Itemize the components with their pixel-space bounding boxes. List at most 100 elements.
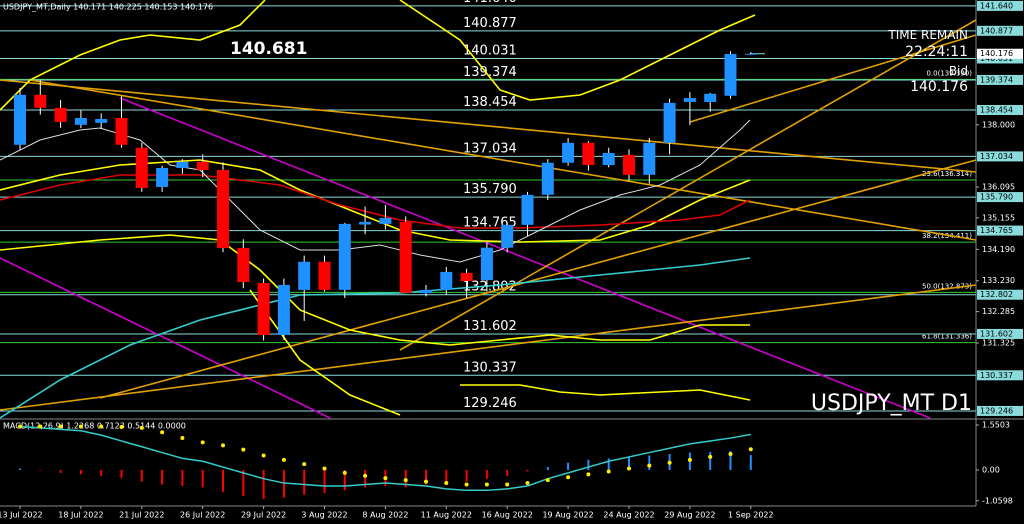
- level-label: 130.337: [463, 360, 517, 375]
- signal-dot: [302, 462, 307, 467]
- macd-y-tick-label: 0.00: [982, 465, 1000, 474]
- candle-body: [582, 142, 595, 166]
- axis-level-label: 137.034: [980, 152, 1013, 161]
- axis-level-box: [977, 0, 1023, 11]
- axis-level-box: [977, 74, 1023, 85]
- level-label: 135.790: [463, 182, 517, 197]
- y-tick-label: 136.095: [982, 183, 1015, 192]
- signal-dot: [99, 424, 104, 429]
- indicators: [0, 0, 977, 419]
- signal-dot: [525, 481, 530, 486]
- price-label: 140.176: [980, 49, 1013, 58]
- signal-dot: [180, 436, 185, 441]
- x-tick-label: 11 Aug 2022: [421, 511, 472, 520]
- signal-dot: [728, 452, 733, 457]
- candle-body: [359, 221, 372, 225]
- bid-price: 140.176: [910, 79, 968, 95]
- signal-dot: [119, 425, 124, 430]
- trendline: [689, 34, 977, 123]
- axis-level-box: [977, 289, 1023, 300]
- signal-dot: [708, 454, 713, 459]
- y-tick-label: 135.155: [982, 213, 1015, 222]
- signal-dot: [261, 453, 266, 458]
- signal-dot: [281, 457, 286, 462]
- axis-level-label: 141.640: [980, 1, 1013, 10]
- axis-level-box: [977, 328, 1023, 339]
- candle-body: [623, 154, 635, 175]
- bollinger-line: [249, 289, 401, 416]
- candle-body: [135, 147, 148, 188]
- candle-body: [176, 161, 189, 168]
- trendline: [99, 159, 977, 399]
- moving-average: [0, 174, 751, 229]
- x-tick-label: 3 Aug 2022: [301, 511, 347, 520]
- trendline: [0, 79, 977, 173]
- candle-body: [724, 53, 737, 96]
- y-tick-label: 132.285: [982, 307, 1015, 316]
- y-tick-label: 138.000: [982, 120, 1015, 129]
- signal-dot: [221, 443, 225, 448]
- signal-dot: [383, 476, 388, 481]
- price-box: [977, 48, 1023, 59]
- candle-body: [257, 283, 270, 335]
- candle-body: [196, 161, 209, 170]
- candle-body: [501, 224, 514, 248]
- x-tick-label: 21 Jul 2022: [119, 511, 164, 520]
- x-tick-label: 1 Sep 2022: [728, 511, 774, 520]
- candle-body: [95, 118, 108, 123]
- x-tick-label: 26 Jul 2022: [180, 511, 225, 520]
- level-label: 139.374: [463, 65, 517, 80]
- fib-label: 50.0(132.873): [922, 282, 972, 290]
- axis-level-label: 131.602: [980, 329, 1013, 338]
- candle-body: [521, 194, 534, 225]
- axis-level-label: 139.374: [980, 75, 1013, 84]
- signal-dot: [38, 424, 43, 429]
- signal-dot: [505, 482, 510, 487]
- level-label: 137.034: [463, 141, 517, 156]
- trendline: [119, 97, 931, 419]
- candle-body: [744, 53, 757, 55]
- candle-body: [54, 107, 67, 122]
- y-tick-label: 131.325: [982, 338, 1015, 347]
- signal-dot: [58, 424, 63, 429]
- trendline: [0, 257, 331, 419]
- candle-body: [237, 248, 250, 283]
- axis-level-box: [977, 151, 1023, 162]
- axis-level-label: 140.877: [980, 26, 1013, 35]
- candle-body: [663, 102, 676, 143]
- candle-body: [379, 217, 392, 224]
- candle-body: [399, 221, 412, 293]
- signal-dot: [484, 482, 489, 487]
- signal-dot: [322, 466, 327, 471]
- level-label: 141.640: [463, 0, 517, 6]
- fib-label: 38.2(134.411): [922, 232, 972, 240]
- axis-level-label: 130.337: [980, 371, 1013, 380]
- candle-body: [683, 98, 696, 102]
- axis-level-label: 138.454: [980, 106, 1013, 115]
- x-tick-label: 29 Aug 2022: [664, 511, 715, 520]
- axis-level-box: [977, 25, 1023, 36]
- bollinger-line: [460, 384, 751, 401]
- axis-level-label: 132.802: [980, 290, 1013, 299]
- signal-dot: [444, 481, 449, 486]
- signal-dot: [342, 470, 347, 475]
- x-tick-label: 24 Aug 2022: [603, 511, 654, 520]
- candle-body: [115, 117, 128, 145]
- level-label: 140.877: [463, 16, 517, 31]
- trendline: [0, 284, 977, 411]
- x-tick-label: 18 Jul 2022: [58, 511, 103, 520]
- x-tick-label: 8 Aug 2022: [362, 511, 408, 520]
- axis-level-box: [977, 370, 1023, 381]
- axis-level-label: 134.765: [980, 226, 1013, 235]
- macd-line: [19, 425, 751, 492]
- signal-dot: [403, 478, 408, 483]
- level-label: 140.031: [463, 43, 517, 58]
- signal-dot: [687, 457, 692, 462]
- candle-body: [338, 223, 351, 290]
- candle-body: [277, 284, 290, 335]
- signal-dot: [586, 472, 591, 477]
- fib-label: 23.6(136.314): [922, 170, 972, 178]
- trendline: [399, 19, 977, 351]
- x-tick-label: 29 Jul 2022: [241, 511, 286, 520]
